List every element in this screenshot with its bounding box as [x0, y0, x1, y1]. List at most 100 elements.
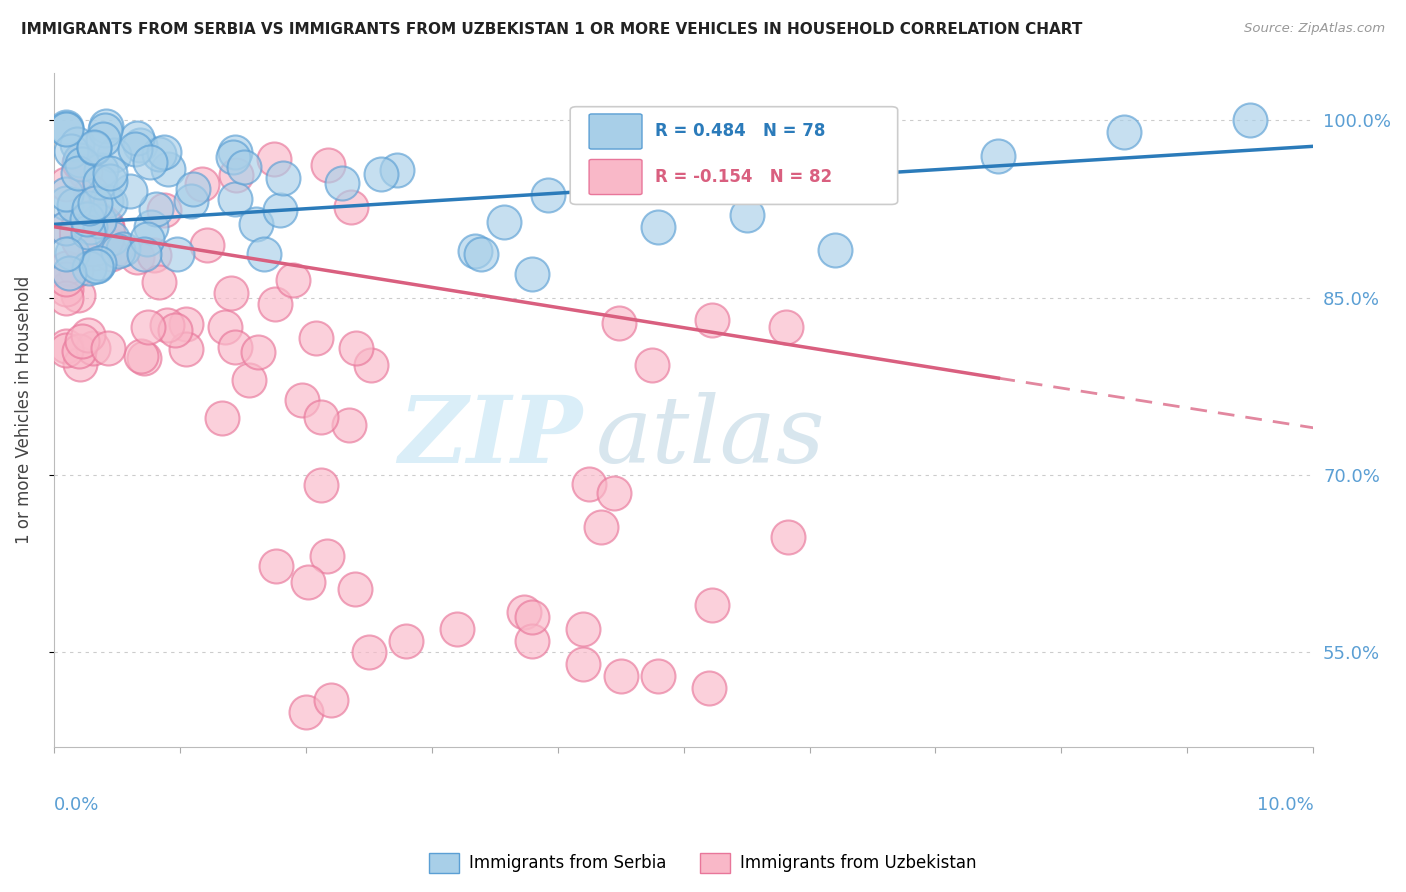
Point [395, 633, 418, 648]
Point [84, 259, 107, 273]
Point [127, 130, 149, 145]
Point [522, 267, 544, 281]
Point [76, 212, 98, 227]
Point [98, 196, 121, 211]
Point [318, 158, 340, 172]
Text: 10.0%: 10.0% [1257, 796, 1313, 814]
Point [84, 195, 107, 210]
Point [83, 139, 105, 153]
Point [225, 168, 247, 182]
Text: atlas: atlas [595, 392, 825, 482]
Point [112, 242, 135, 256]
Point [96, 119, 118, 133]
Point [80, 185, 103, 199]
Point [263, 152, 285, 166]
Point [83, 141, 105, 155]
Point [55, 122, 77, 136]
Point [305, 330, 328, 344]
Point [94, 122, 117, 136]
Point [101, 231, 124, 245]
Point [311, 478, 333, 492]
Point [360, 358, 382, 372]
FancyBboxPatch shape [589, 114, 643, 149]
Point [537, 188, 560, 202]
Point [72, 334, 94, 348]
Point [309, 409, 332, 424]
Point [647, 219, 669, 234]
Point [132, 246, 155, 260]
Point [55, 120, 77, 135]
Point [55, 247, 77, 261]
Point [105, 240, 128, 254]
Point [86, 259, 108, 273]
Point [222, 150, 245, 164]
Point [89, 175, 111, 189]
Point [602, 486, 624, 500]
Point [90, 163, 112, 178]
Point [697, 149, 720, 163]
Point [464, 244, 486, 258]
Point [247, 344, 270, 359]
Point [214, 320, 236, 334]
Point [60, 144, 83, 158]
Point [232, 160, 254, 174]
Point [66, 288, 89, 302]
Point [96, 219, 118, 234]
Text: ZIP: ZIP [398, 392, 583, 482]
Point [195, 237, 218, 252]
Point [148, 275, 170, 289]
Point [522, 610, 544, 624]
Point [136, 231, 159, 245]
Point [96, 194, 118, 209]
Point [148, 147, 170, 161]
Point [139, 219, 162, 234]
Point [65, 263, 87, 277]
Point [697, 681, 720, 695]
Point [55, 292, 77, 306]
Text: IMMIGRANTS FROM SERBIA VS IMMIGRANTS FROM UZBEKISTAN 1 OR MORE VEHICLES IN HOUSE: IMMIGRANTS FROM SERBIA VS IMMIGRANTS FRO… [21, 22, 1083, 37]
Point [775, 320, 797, 334]
Point [55, 195, 77, 210]
Point [987, 149, 1010, 163]
Point [55, 121, 77, 136]
Point [294, 705, 316, 719]
Point [69, 153, 91, 167]
Point [131, 350, 153, 364]
Point [89, 214, 111, 228]
Point [55, 220, 77, 235]
Point [735, 208, 758, 222]
Point [55, 339, 77, 353]
Point [67, 156, 90, 170]
Point [180, 194, 202, 208]
Point [152, 202, 174, 217]
Point [153, 145, 176, 159]
Point [125, 250, 148, 264]
Point [166, 247, 188, 261]
Point [67, 344, 90, 359]
Point [84, 245, 107, 260]
Point [224, 145, 246, 159]
Point [77, 201, 100, 215]
Point [62, 198, 84, 212]
FancyBboxPatch shape [571, 107, 897, 204]
Point [98, 166, 121, 180]
Y-axis label: 1 or more Vehicles in Household: 1 or more Vehicles in Household [15, 276, 32, 544]
Point [156, 318, 179, 333]
Point [143, 248, 166, 262]
Point [136, 320, 159, 334]
Point [291, 392, 314, 407]
Point [107, 244, 129, 259]
Point [238, 373, 260, 387]
Point [176, 317, 198, 331]
Point [224, 192, 246, 206]
Point [98, 173, 121, 187]
Point [55, 177, 77, 191]
Point [609, 669, 631, 683]
Point [700, 598, 723, 612]
Point [118, 184, 141, 198]
Point [266, 558, 288, 573]
Point [139, 155, 162, 169]
Point [174, 343, 197, 357]
Point [181, 182, 204, 196]
Point [283, 272, 305, 286]
